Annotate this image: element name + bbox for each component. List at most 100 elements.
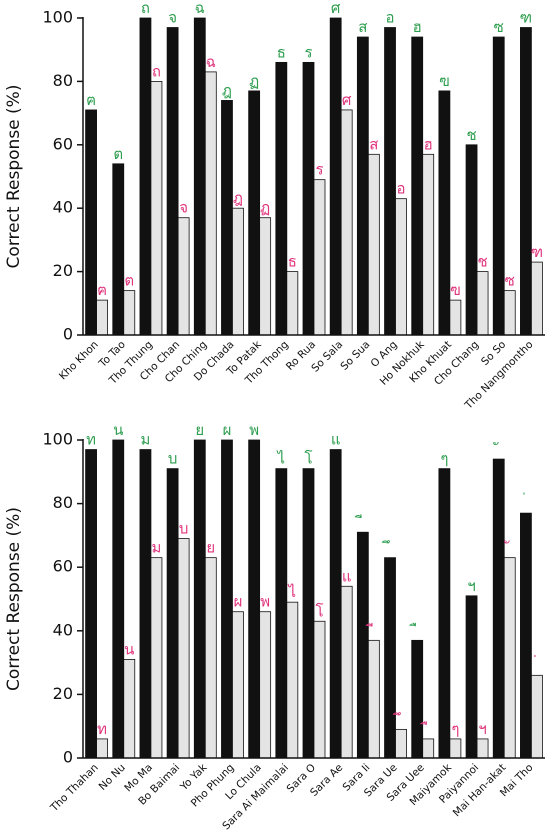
bar-symbol: ซ [505, 272, 515, 290]
bar-symbol: โ [304, 450, 312, 468]
bar-symbol: ั [493, 442, 499, 445]
bar [520, 27, 532, 336]
bar-symbol: โ [315, 602, 323, 620]
bar [275, 468, 288, 759]
bar [193, 17, 206, 336]
bar [503, 557, 516, 759]
bar-symbol: ธ [288, 253, 297, 271]
bar-symbol: ไ [277, 450, 286, 468]
bar-symbol: บ [168, 450, 178, 468]
bar [232, 611, 244, 759]
bar [313, 179, 326, 336]
bar-symbol: ฉ [195, 0, 205, 17]
bar [123, 290, 136, 336]
bar-symbol: ฑ [531, 243, 543, 261]
y-tick-label: 60 [53, 557, 73, 576]
bar-symbol: ฯ [467, 577, 475, 595]
bar [531, 674, 543, 759]
bar-symbol: ฏ [249, 72, 259, 90]
bar-symbol: ร [315, 161, 323, 179]
bar [384, 27, 396, 336]
y-axis-label: Correct Response (%) [4, 507, 24, 691]
y-tick-label: 0 [63, 748, 73, 767]
bar-symbol: ต [124, 272, 134, 290]
bar-symbol: จ [179, 199, 188, 217]
bar-symbol: แ [342, 567, 352, 585]
bar [259, 217, 272, 336]
y-tick-label: 80 [53, 493, 73, 512]
bar [96, 299, 108, 336]
bar [275, 61, 288, 336]
bar [193, 439, 206, 759]
bar-symbol: ฮ [413, 18, 422, 36]
bar-symbol: ๆ [440, 450, 448, 468]
bar [302, 468, 315, 759]
bar-symbol: ส [369, 135, 378, 153]
bar-symbol: ช [477, 253, 487, 271]
bar [356, 531, 369, 759]
bar [520, 512, 532, 759]
bar-symbol: ฎ [222, 81, 232, 99]
bar-symbol: ถ [152, 62, 161, 80]
bar [150, 557, 163, 759]
y-tick-label: 0 [63, 325, 73, 344]
bar [248, 439, 261, 759]
bar [329, 449, 342, 759]
bar [232, 207, 244, 336]
bar [166, 468, 179, 759]
bar [449, 299, 462, 336]
bar [313, 620, 326, 759]
bar [395, 728, 407, 759]
bar-symbol: ร [304, 43, 312, 61]
bar [259, 611, 272, 759]
bar [112, 439, 125, 759]
bar [112, 163, 125, 336]
y-tick-label: 60 [53, 134, 73, 153]
bar-symbol: ฏ [260, 199, 270, 217]
bar-symbol: ื [408, 622, 416, 627]
bar-symbol: ม [151, 539, 161, 557]
bar-symbol: น [113, 421, 123, 439]
bar-symbol: ซ [494, 18, 504, 36]
bar [204, 557, 217, 759]
bar [248, 90, 261, 336]
bar [531, 261, 543, 336]
y-tick-label: 40 [53, 620, 73, 639]
y-tick-label: 20 [53, 684, 73, 703]
y-tick-label: 40 [53, 198, 73, 217]
bar [465, 595, 478, 759]
x-tick-label: Kho Khon [57, 339, 101, 383]
bar [449, 738, 462, 759]
bar [422, 153, 435, 336]
bar-symbol: ฯ [478, 720, 486, 738]
bar-symbol: ศ [342, 91, 352, 109]
bar-symbol: ช [466, 126, 476, 144]
bar [367, 153, 380, 336]
x-tick-label: Tho Thahan [48, 762, 101, 815]
bar [411, 639, 424, 759]
bar [123, 659, 136, 759]
bar [422, 738, 435, 759]
bar-symbol: ส [358, 18, 367, 36]
bar [286, 601, 299, 759]
bar [177, 538, 190, 759]
bar-symbol: พ [249, 421, 259, 439]
bar [302, 61, 315, 336]
bar-symbol: พ [260, 593, 270, 611]
bar-symbol: ถ [141, 0, 150, 17]
bar-symbol: แ [331, 431, 341, 449]
bar [476, 738, 489, 759]
bar-symbol: ฮ [424, 135, 433, 153]
bar-symbol: ผ [223, 421, 232, 439]
bar [465, 144, 478, 336]
bar [340, 585, 353, 759]
y-tick-label: 80 [53, 71, 73, 90]
bar-symbol: ย [206, 539, 215, 557]
bar-symbol: ่ [534, 654, 536, 657]
bar-symbol: ฅ [97, 281, 107, 299]
bar [492, 458, 505, 759]
bar-symbol: น [124, 640, 134, 658]
bar [85, 109, 97, 336]
bar-symbol: ต [113, 145, 123, 163]
